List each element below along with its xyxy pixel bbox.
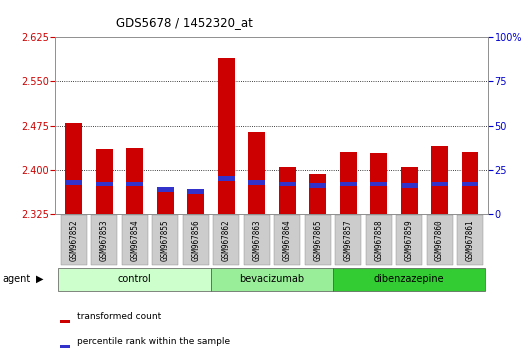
Text: GSM967853: GSM967853 [100,219,109,261]
Text: GSM967860: GSM967860 [435,219,444,261]
Text: dibenzazepine: dibenzazepine [374,274,445,284]
Bar [61,215,87,264]
Text: GSM967857: GSM967857 [344,219,353,261]
Text: bevacizumab: bevacizumab [239,274,305,284]
Bar [218,58,234,214]
Bar [60,320,70,323]
Bar [213,215,239,264]
Text: ▶: ▶ [36,274,43,284]
Bar [187,189,204,194]
Bar [370,153,387,214]
Bar [396,215,422,264]
Text: GSM967858: GSM967858 [374,219,383,261]
Text: agent: agent [3,274,31,284]
Bar [279,167,296,214]
Bar [461,182,478,187]
Bar [122,215,148,264]
Bar [333,268,485,291]
Bar [96,182,112,187]
Text: GSM967865: GSM967865 [313,219,322,261]
Text: GSM967864: GSM967864 [282,219,291,261]
Text: GSM967852: GSM967852 [69,219,78,261]
Text: percentile rank within the sample: percentile rank within the sample [77,337,230,346]
Bar [244,215,270,264]
Bar [248,132,265,214]
Bar [218,176,234,181]
Bar [157,187,174,192]
Bar [309,174,326,214]
Bar [211,268,333,291]
Text: GSM967854: GSM967854 [130,219,139,261]
Bar [335,215,361,264]
Bar [401,183,418,188]
Bar [65,123,82,214]
Bar [370,182,387,187]
Bar [91,215,117,264]
Text: control: control [118,274,152,284]
Bar [183,215,209,264]
Bar [152,215,178,264]
Bar [279,182,296,187]
Bar [457,215,483,264]
Bar [340,152,356,214]
Text: GSM967859: GSM967859 [404,219,413,261]
Text: GDS5678 / 1452320_at: GDS5678 / 1452320_at [116,16,253,29]
Bar [431,182,448,187]
Bar [427,215,452,264]
Text: transformed count: transformed count [77,312,161,321]
Text: GSM967863: GSM967863 [252,219,261,261]
Bar [65,180,82,185]
Bar [126,148,143,214]
Text: GSM967856: GSM967856 [191,219,200,261]
Bar [157,188,174,214]
Bar [274,215,300,264]
Bar [59,268,211,291]
Bar [305,215,331,264]
Text: GSM967855: GSM967855 [161,219,169,261]
Bar [309,183,326,188]
Text: GSM967861: GSM967861 [466,219,475,261]
Text: GSM967862: GSM967862 [222,219,231,261]
Bar [60,345,70,348]
Bar [461,152,478,214]
Bar [366,215,392,264]
Bar [187,192,204,214]
Bar [248,180,265,185]
Bar [401,167,418,214]
Bar [340,182,356,187]
Bar [126,182,143,187]
Bar [431,146,448,214]
Bar [96,149,112,214]
